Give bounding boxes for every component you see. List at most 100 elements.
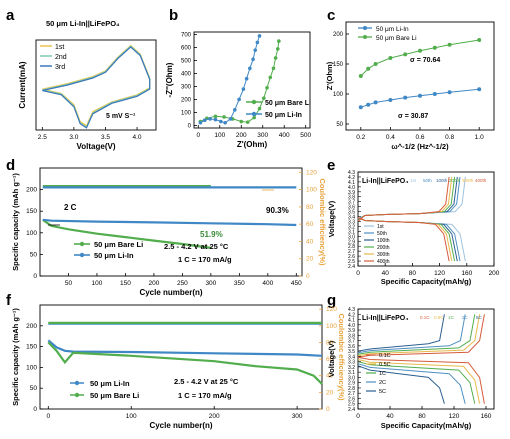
b-point bbox=[265, 85, 269, 90]
e-ytick-label: 3.2 bbox=[348, 224, 355, 230]
g-ytick-label: 3.3 bbox=[348, 360, 355, 366]
g-xtick-label: 120 bbox=[449, 413, 460, 420]
b-ytick-label: 500 bbox=[181, 59, 192, 65]
a-series-2 bbox=[42, 46, 151, 129]
g-charge-0 bbox=[357, 314, 485, 358]
g-legend-label: 1C bbox=[379, 371, 386, 377]
a-plot-frame bbox=[35, 39, 157, 131]
f-xtick-label: 0 bbox=[46, 413, 50, 420]
g-xtick-label: 0 bbox=[356, 413, 360, 420]
e-top-legend-label: 400th bbox=[475, 178, 487, 183]
g-ytick-label: 3.6 bbox=[348, 344, 355, 350]
f-legend-marker bbox=[74, 380, 80, 386]
b-point bbox=[198, 121, 203, 125]
e-top-legend-label: 100th bbox=[436, 178, 448, 183]
g-ytick-label: 3.5 bbox=[348, 349, 355, 355]
c-legend-label: 50 μm Li-In bbox=[376, 26, 409, 33]
b-point bbox=[244, 76, 249, 81]
g-legend-label: 0.1C bbox=[379, 353, 391, 359]
c-annotation-bare: σ = 70.64 bbox=[410, 57, 440, 64]
e-legend-label: 200th bbox=[377, 245, 390, 251]
g-ytick-label: 4.1 bbox=[348, 318, 355, 324]
g-discharge-4 bbox=[357, 365, 445, 404]
panel-label-c: c bbox=[327, 7, 335, 24]
c-ytick-label: 50 bbox=[336, 122, 343, 128]
f-xtick-label: 300 bbox=[292, 413, 303, 420]
b-ytick-label: 0 bbox=[188, 123, 192, 129]
d-xtick-label: 200 bbox=[148, 280, 159, 287]
f-y2tick-label: 80 bbox=[326, 339, 334, 346]
d-series-0 bbox=[42, 218, 212, 249]
g-top-legend-label: 2C bbox=[462, 315, 469, 320]
d-y2tick-label: 0 bbox=[306, 273, 310, 280]
f-ylabel: Specific capacity (mAh g⁻¹) bbox=[11, 308, 20, 406]
c-point bbox=[447, 42, 452, 47]
d-y2tick-label: 100 bbox=[306, 187, 317, 194]
g-ytick-label: 3.4 bbox=[348, 354, 355, 360]
f-annotation-conditions: 2.5 - 4.2 V at 25 °C bbox=[174, 377, 239, 386]
b-plot-frame bbox=[193, 31, 311, 129]
g-legend-label: 2C bbox=[379, 380, 386, 386]
e-ytick-label: 4.3 bbox=[348, 170, 355, 176]
f-annotation-c-rate: 1 C = 170 mA/g bbox=[178, 391, 232, 400]
panel-e-voltage-profiles: 0 40 80 120 160 2002.42.52.62.72.82.93.03.13.… bbox=[327, 170, 500, 286]
b-point bbox=[202, 118, 207, 123]
f-series-0 bbox=[47, 339, 323, 357]
c-xtick-label: 0.2 bbox=[356, 134, 365, 141]
c-xlabel: ω^-1/2 (Hz^-1/2) bbox=[391, 142, 449, 151]
a-xtick-label: 4.0 bbox=[133, 134, 142, 141]
panel-label-a: a bbox=[6, 7, 15, 24]
c-legend-marker bbox=[363, 35, 367, 39]
f-y2tick-label: 120 bbox=[326, 306, 337, 313]
a-legend-label: 3rd bbox=[55, 64, 65, 71]
b-point bbox=[213, 117, 218, 122]
e-title: Li-In||LiFePO₄ bbox=[362, 178, 409, 185]
d-plot-frame bbox=[39, 167, 303, 277]
e-ytick-label: 2.9 bbox=[348, 239, 355, 245]
b-point bbox=[248, 66, 252, 71]
d-y2tick-label: 80 bbox=[306, 204, 314, 211]
b-legend-label: 50 μm Bare Li bbox=[265, 100, 311, 107]
g-ytick-label: 2.6 bbox=[348, 396, 355, 402]
panel-g-rate-profiles: 0 40 80 120 1602.42.52.62.72.82.93.03.13.23.… bbox=[327, 307, 495, 430]
f-y2label: Coulombic efficiency(%) bbox=[337, 313, 346, 401]
e-xtick-label: 0 bbox=[356, 270, 360, 277]
d-legend-marker bbox=[79, 252, 85, 258]
b-point bbox=[219, 119, 223, 124]
b-xtick-label: 400 bbox=[279, 132, 290, 139]
c-ytick-label: 200 bbox=[333, 32, 344, 38]
panel-label-d: d bbox=[6, 157, 15, 174]
b-point bbox=[257, 106, 262, 111]
panel-c-warburg: 0.2 0.4 0.6 0.8 1.0 50 100 150 200 ω^-1/2 (Hz^-1/… bbox=[325, 21, 495, 151]
b-point bbox=[223, 121, 227, 125]
g-ytick-label: 4.0 bbox=[348, 323, 355, 329]
f-series-1 bbox=[47, 341, 323, 385]
a-legend-label: 1st bbox=[55, 44, 64, 51]
c-point bbox=[358, 105, 363, 110]
a-xtick-label: 2.5 bbox=[38, 134, 47, 141]
b-xtick-label: 0 bbox=[196, 132, 200, 139]
e-top-legend-label: 50th bbox=[423, 178, 432, 183]
b-point bbox=[275, 47, 280, 51]
g-ytick-label: 2.7 bbox=[348, 391, 355, 397]
d-legend-label: 50 μm Bare Li bbox=[94, 240, 143, 249]
d-xtick-label: 100 bbox=[92, 280, 103, 287]
a-title: 50 μm Li-In||LiFePO₄ bbox=[46, 19, 120, 28]
g-ytick-label: 3.8 bbox=[348, 333, 355, 339]
f-ytick-label: 200 bbox=[26, 323, 37, 330]
f-y2tick-label: 60 bbox=[326, 356, 334, 363]
g-charge-2 bbox=[357, 314, 476, 355]
b-ytick-label: 400 bbox=[181, 72, 192, 78]
d-ytick-label: 150 bbox=[26, 208, 37, 215]
e-ytick-label: 2.8 bbox=[348, 244, 355, 250]
e-ytick-label: 3.6 bbox=[348, 205, 355, 211]
b-point bbox=[213, 114, 218, 119]
b-point bbox=[255, 40, 260, 45]
b-point bbox=[277, 39, 281, 43]
b-point bbox=[251, 57, 255, 62]
g-xtick-label: 160 bbox=[481, 413, 492, 420]
b-xtick-label: 300 bbox=[257, 132, 268, 139]
b-ytick-label: 100 bbox=[181, 110, 192, 116]
a-ylabel: Current(mA) bbox=[18, 61, 27, 108]
